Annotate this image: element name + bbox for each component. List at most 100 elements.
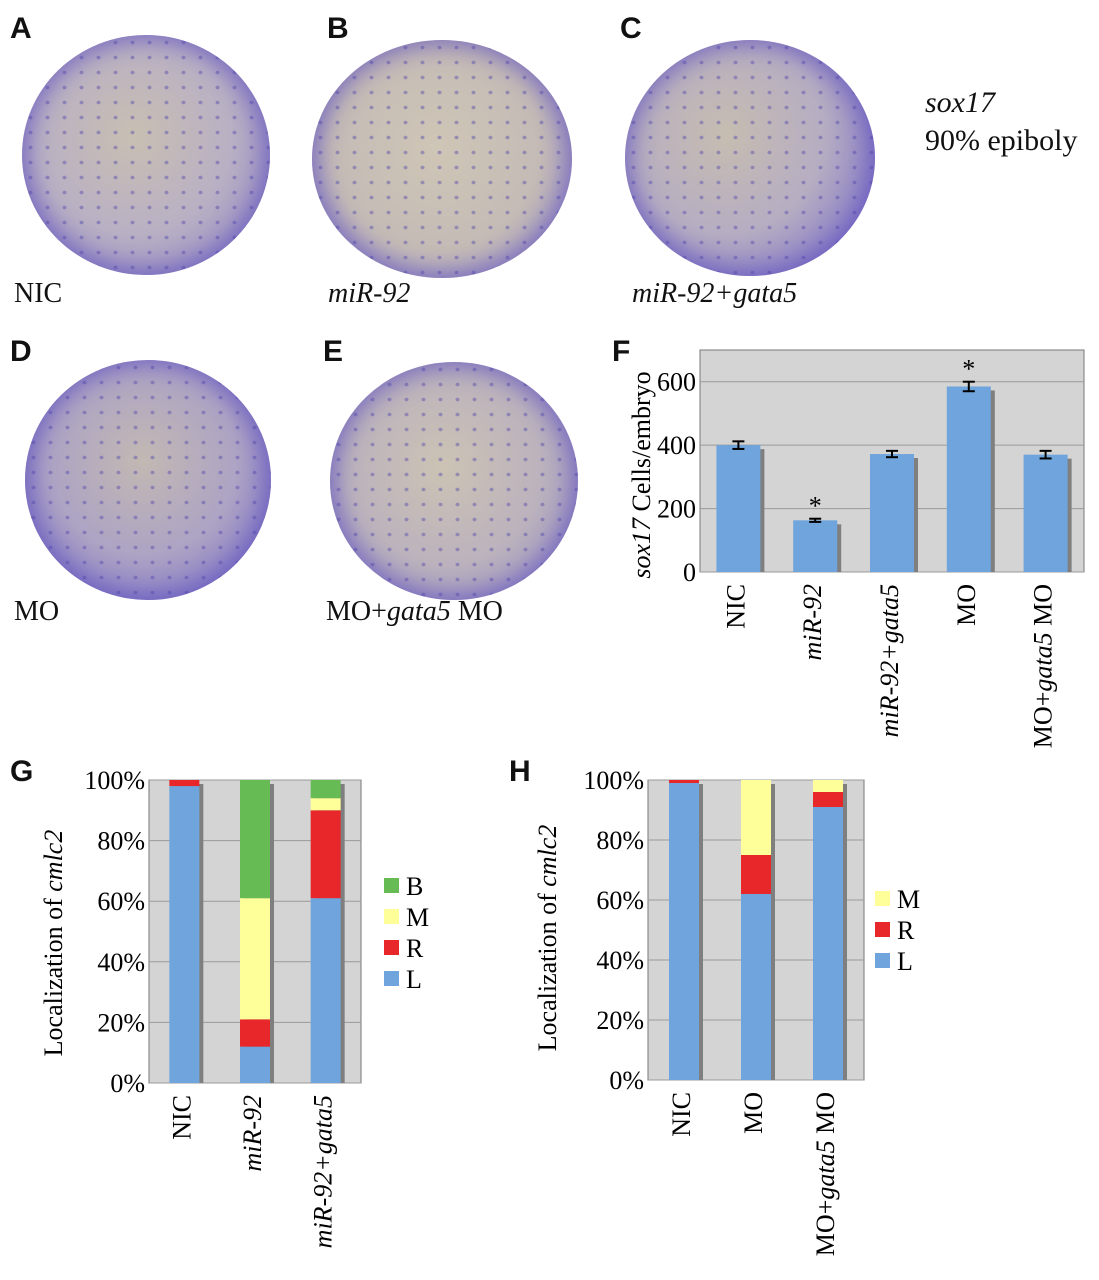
chart-f-significance-star: * bbox=[809, 492, 822, 521]
chart-h-ylabel-rest: Localization of bbox=[533, 887, 562, 1052]
chart-g-ytick-label: 100% bbox=[84, 766, 145, 795]
chart-f-category-label-part-0: miR-92+gata5 bbox=[875, 584, 904, 737]
panel-letter-a: A bbox=[10, 12, 32, 45]
chart-g-ylabel-rest: Localization of bbox=[39, 892, 68, 1057]
chart-h-legend-label: M bbox=[897, 885, 920, 914]
chart-h-bar-segment-L bbox=[669, 783, 699, 1080]
chart-g-ytick-label: 40% bbox=[97, 948, 145, 977]
chart-g-bar-segment-R bbox=[240, 1019, 270, 1047]
chart-h-ytick-label: 20% bbox=[596, 1006, 644, 1035]
chart-g-legend-label: L bbox=[406, 965, 422, 994]
chart-g-legend-swatch-B bbox=[384, 878, 399, 893]
chart-f-category-label-part-0: MO+ bbox=[1029, 692, 1058, 749]
chart-h-category-label-part-0: NIC bbox=[667, 1092, 696, 1137]
panel-letter-h: H bbox=[509, 755, 531, 788]
chart-g-category-label: NIC bbox=[167, 1095, 196, 1140]
chart-f-ylabel: sox17 Cells/embryo bbox=[627, 371, 656, 578]
chart-g-bar-segment-R bbox=[310, 810, 341, 899]
chart-g-bar-segment-R bbox=[169, 780, 200, 787]
chart-f-category-label-part-1: gata5 bbox=[1029, 632, 1058, 691]
chart-h: Localization of cmlc2 0% 20% 40% 60% 80% 100%… bbox=[533, 766, 920, 1256]
chart-g-bar-segment-L bbox=[169, 786, 200, 1083]
chart-g-legend-swatch-M bbox=[384, 909, 399, 924]
chart-h-category-label: NIC bbox=[667, 1092, 696, 1137]
chart-g-ytick-label: 0% bbox=[110, 1069, 145, 1098]
panel-letter-g: G bbox=[10, 755, 34, 788]
chart-f-bar bbox=[716, 445, 761, 572]
chart-f-category-label-part-0: MO bbox=[952, 584, 981, 626]
chart-g-legend-swatch-R bbox=[384, 940, 399, 955]
chart-f-ylabel-rest: Cells/embryo bbox=[627, 371, 656, 518]
annotation-gene: sox17 bbox=[925, 86, 995, 119]
chart-f-significance-star: * bbox=[962, 355, 975, 384]
chart-f-category-label-part-2: MO bbox=[1029, 584, 1058, 632]
chart-g-bar-segment-M bbox=[240, 898, 270, 1020]
chart-h-ytick-label: 80% bbox=[596, 826, 644, 855]
chart-f-ytick-label: 600 bbox=[657, 368, 696, 397]
annotation-stage: 90% epiboly bbox=[925, 124, 1078, 157]
chart-h-category-label-part-1: gata5 bbox=[811, 1140, 840, 1199]
chart-g: Localization of cmlc2 0% 20% 40% 60% 80% 100%… bbox=[39, 766, 429, 1248]
chart-f-ytick-label: 400 bbox=[657, 431, 696, 460]
chart-f-category-label: miR-92+gata5 bbox=[875, 584, 904, 737]
label-e-part-2: gata5 bbox=[386, 596, 451, 627]
chart-g-legend-label: R bbox=[406, 934, 424, 963]
chart-g-ytick-label: 60% bbox=[97, 887, 145, 916]
chart-h-bar-segment-L bbox=[813, 807, 843, 1080]
chart-h-ylabel: Localization of cmlc2 bbox=[533, 825, 562, 1052]
chart-h-bar-segment-M bbox=[741, 780, 771, 855]
chart-h-ylabel-gene: cmlc2 bbox=[533, 825, 562, 887]
chart-g-bar-segment-B bbox=[240, 780, 270, 899]
chart-h-category-label: MO+gata5 MO bbox=[811, 1092, 840, 1256]
chart-f-bar bbox=[946, 386, 991, 572]
chart-f-category-label: MO bbox=[952, 584, 981, 626]
chart-h-bar-segment-R bbox=[741, 855, 771, 894]
label-e-part-3: MO bbox=[450, 596, 503, 627]
chart-g-plot: 0% 20% 40% 60% 80% 100% NIC miR-92 miR-92+gata5 B… bbox=[84, 766, 429, 1248]
chart-h-legend-label: L bbox=[897, 947, 913, 976]
chart-g-category-label-part-0: NIC bbox=[167, 1095, 196, 1140]
embryo-image-c bbox=[625, 40, 875, 276]
chart-g-category-label-part-0: miR-92+gata5 bbox=[309, 1095, 338, 1248]
embryo-image-b bbox=[312, 40, 572, 278]
panel-letter-d: D bbox=[10, 335, 32, 368]
chart-h-legend-swatch-R bbox=[875, 922, 890, 937]
chart-h-bar-segment-R bbox=[813, 792, 843, 807]
chart-g-ytick-label: 20% bbox=[97, 1008, 145, 1037]
chart-h-ytick-label: 60% bbox=[596, 886, 644, 915]
chart-f-category-label: NIC bbox=[721, 584, 750, 629]
chart-h-legend-swatch-L bbox=[875, 953, 890, 968]
chart-g-bar-segment-B bbox=[310, 780, 341, 799]
chart-g-bar-segment-L bbox=[240, 1046, 270, 1083]
embryo-image-a bbox=[22, 35, 270, 275]
chart-f-category-label-part-0: miR-92 bbox=[798, 584, 827, 661]
chart-h-legend-label: R bbox=[897, 916, 915, 945]
chart-h-ytick-label: 40% bbox=[596, 946, 644, 975]
chart-h-category-label-part-0: MO+ bbox=[811, 1200, 840, 1257]
chart-f-category-label: miR-92 bbox=[798, 584, 827, 661]
chart-f-ytick-label: 200 bbox=[657, 495, 696, 524]
chart-f-bar bbox=[870, 454, 914, 572]
label-e: MO+gata5 MO bbox=[326, 598, 503, 626]
chart-h-category-label-part-0: MO bbox=[739, 1092, 768, 1134]
chart-g-ytick-label: 80% bbox=[97, 827, 145, 856]
chart-h-category-label-part-2: MO bbox=[811, 1092, 840, 1140]
chart-g-category-label-part-0: miR-92 bbox=[238, 1095, 267, 1172]
embryo-image-e bbox=[330, 362, 578, 600]
chart-h-bar-segment-L bbox=[741, 894, 771, 1080]
chart-g-legend-label: B bbox=[406, 872, 423, 901]
chart-g-legend-label: M bbox=[406, 903, 429, 932]
label-c: miR-92+gata5 bbox=[632, 278, 798, 309]
chart-g-bar-segment-L bbox=[310, 898, 341, 1083]
chart-h-ytick-label: 0% bbox=[609, 1066, 644, 1095]
chart-h-category-label: MO bbox=[739, 1092, 768, 1134]
panel-letter-f: F bbox=[612, 335, 631, 368]
chart-g-ylabel-gene: cmlc2 bbox=[39, 830, 68, 892]
panel-letter-b: B bbox=[327, 12, 349, 45]
panel-letter-c: C bbox=[620, 12, 642, 45]
chart-h-bar-segment-M bbox=[813, 780, 843, 792]
chart-f-bar bbox=[793, 520, 838, 572]
chart-h-legend-swatch-M bbox=[875, 891, 890, 906]
